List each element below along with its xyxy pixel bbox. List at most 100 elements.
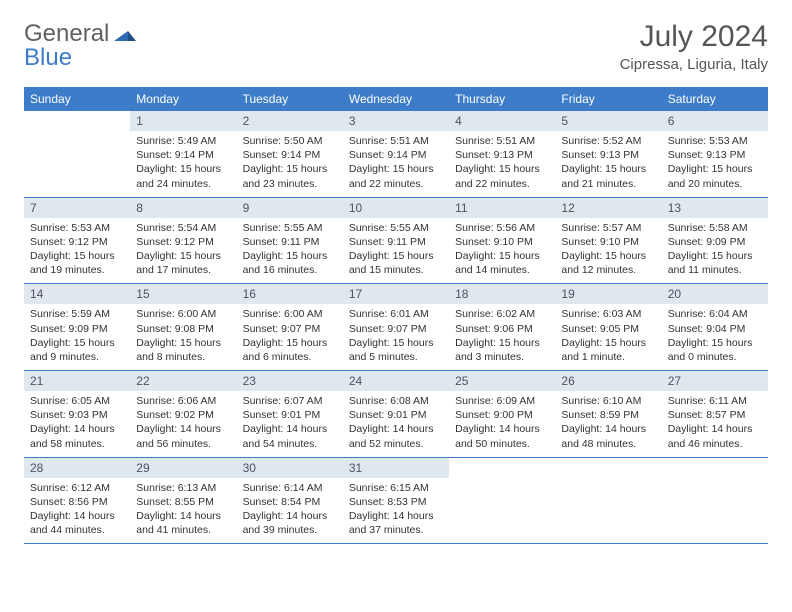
day-number: 3 [343,111,449,131]
day-info-line: Sunrise: 5:52 AM [561,134,655,148]
day-info-line: and 39 minutes. [243,523,337,537]
day-info: Sunrise: 5:55 AMSunset: 9:11 PMDaylight:… [349,221,443,278]
day-info-line: and 48 minutes. [561,437,655,451]
day-number: 30 [237,458,343,478]
day-number: 23 [237,371,343,391]
day-info-line: Sunset: 9:07 PM [349,322,443,336]
day-info: Sunrise: 6:13 AMSunset: 8:55 PMDaylight:… [136,481,230,538]
day-info-line: Sunrise: 5:51 AM [349,134,443,148]
day-info: Sunrise: 5:59 AMSunset: 9:09 PMDaylight:… [30,307,124,364]
day-info-line: Daylight: 15 hours [561,249,655,263]
calendar-day-cell: 24Sunrise: 6:08 AMSunset: 9:01 PMDayligh… [343,371,449,458]
calendar-day-cell: 17Sunrise: 6:01 AMSunset: 9:07 PMDayligh… [343,284,449,371]
day-number: 18 [449,284,555,304]
calendar-day-cell: 18Sunrise: 6:02 AMSunset: 9:06 PMDayligh… [449,284,555,371]
calendar-day-cell: 10Sunrise: 5:55 AMSunset: 9:11 PMDayligh… [343,197,449,284]
day-info-line: Daylight: 15 hours [561,162,655,176]
day-info-line: Sunrise: 6:12 AM [30,481,124,495]
day-info-line: and 50 minutes. [455,437,549,451]
day-info-line: and 3 minutes. [455,350,549,364]
day-info-line: and 44 minutes. [30,523,124,537]
day-info-line: and 11 minutes. [668,263,762,277]
day-info: Sunrise: 5:51 AMSunset: 9:13 PMDaylight:… [455,134,549,191]
day-info-line: and 8 minutes. [136,350,230,364]
day-info-line: and 52 minutes. [349,437,443,451]
day-info-line: Sunrise: 5:56 AM [455,221,549,235]
logo-text-blue-wrap: Blue [24,44,72,72]
day-info-line: Daylight: 14 hours [30,422,124,436]
day-info-line: Sunset: 9:13 PM [668,148,762,162]
day-info-line: and 15 minutes. [349,263,443,277]
day-info-line: Sunset: 9:02 PM [136,408,230,422]
day-info: Sunrise: 5:57 AMSunset: 9:10 PMDaylight:… [561,221,655,278]
day-number: 11 [449,198,555,218]
day-info-line: and 17 minutes. [136,263,230,277]
day-info-line: Sunrise: 5:55 AM [243,221,337,235]
day-info-line: Daylight: 15 hours [30,336,124,350]
calendar-day-cell: 13Sunrise: 5:58 AMSunset: 9:09 PMDayligh… [662,197,768,284]
day-info-line: Daylight: 15 hours [349,249,443,263]
day-info-line: and 22 minutes. [455,177,549,191]
day-info-line: Sunset: 8:55 PM [136,495,230,509]
calendar-day-cell: 25Sunrise: 6:09 AMSunset: 9:00 PMDayligh… [449,371,555,458]
day-info-line: Sunset: 9:11 PM [349,235,443,249]
day-number: 19 [555,284,661,304]
day-info: Sunrise: 6:01 AMSunset: 9:07 PMDaylight:… [349,307,443,364]
day-number: 7 [24,198,130,218]
day-info-line: and 24 minutes. [136,177,230,191]
day-info-line: Sunrise: 6:05 AM [30,394,124,408]
calendar-day-cell: 21Sunrise: 6:05 AMSunset: 9:03 PMDayligh… [24,371,130,458]
day-info-line: Daylight: 14 hours [30,509,124,523]
day-info-line: Sunrise: 5:53 AM [668,134,762,148]
calendar-day-cell: 4Sunrise: 5:51 AMSunset: 9:13 PMDaylight… [449,111,555,197]
day-info-line: Sunset: 9:12 PM [136,235,230,249]
day-info-line: Daylight: 15 hours [243,336,337,350]
day-info-line: Daylight: 15 hours [136,162,230,176]
day-info-line: Daylight: 14 hours [349,422,443,436]
calendar-day-cell: 29 Sunrise: 6:13 AMSunset: 8:55 PMDayligh… [130,457,236,544]
day-info-line: Sunset: 8:54 PM [243,495,337,509]
day-info-line: Sunset: 9:04 PM [668,322,762,336]
calendar-day-cell: 16Sunrise: 6:00 AMSunset: 9:07 PMDayligh… [237,284,343,371]
day-info-line: Sunrise: 5:54 AM [136,221,230,235]
day-info-line: Daylight: 14 hours [349,509,443,523]
logo-mark-icon [114,25,136,44]
day-info-line: and 22 minutes. [349,177,443,191]
day-info-line: Daylight: 15 hours [243,249,337,263]
day-info-line: Sunset: 9:09 PM [30,322,124,336]
day-info: Sunrise: 6:14 AMSunset: 8:54 PMDaylight:… [243,481,337,538]
day-number: 6 [662,111,768,131]
day-info-line: Daylight: 15 hours [349,162,443,176]
calendar-day-cell: 8 Sunrise: 5:54 AMSunset: 9:12 PMDaylight… [130,197,236,284]
day-number: 12 [555,198,661,218]
day-info-line: Sunset: 8:59 PM [561,408,655,422]
calendar-day-cell: 2Sunrise: 5:50 AMSunset: 9:14 PMDaylight… [237,111,343,197]
day-number: 5 [555,111,661,131]
day-info-line: Sunset: 9:14 PM [349,148,443,162]
day-number: 25 [449,371,555,391]
day-info-line: Sunset: 9:14 PM [136,148,230,162]
day-info-line: Daylight: 14 hours [243,422,337,436]
day-info-line: Sunset: 8:53 PM [349,495,443,509]
day-info: Sunrise: 5:54 AMSunset: 9:12 PMDaylight:… [136,221,230,278]
day-info: Sunrise: 6:04 AMSunset: 9:04 PMDaylight:… [668,307,762,364]
day-info-line: Daylight: 15 hours [243,162,337,176]
calendar-day-cell: 11Sunrise: 5:56 AMSunset: 9:10 PMDayligh… [449,197,555,284]
calendar-day-cell: 14Sunrise: 5:59 AMSunset: 9:09 PMDayligh… [24,284,130,371]
day-number: 8 [130,198,236,218]
day-info-line: Sunrise: 6:11 AM [668,394,762,408]
day-number: 20 [662,284,768,304]
day-info-line: Sunrise: 5:59 AM [30,307,124,321]
day-info: Sunrise: 5:51 AMSunset: 9:14 PMDaylight:… [349,134,443,191]
day-info-line: Sunset: 8:56 PM [30,495,124,509]
day-info-line: Daylight: 15 hours [30,249,124,263]
day-info-line: Sunset: 9:01 PM [243,408,337,422]
day-info: Sunrise: 5:53 AMSunset: 9:12 PMDaylight:… [30,221,124,278]
day-info-line: Sunset: 9:00 PM [455,408,549,422]
day-info-line: and 19 minutes. [30,263,124,277]
day-number: 21 [24,371,130,391]
weekday-header: Monday [130,87,236,111]
day-info-line: and 6 minutes. [243,350,337,364]
day-number: 29 [130,458,236,478]
day-info-line: Sunrise: 6:13 AM [136,481,230,495]
